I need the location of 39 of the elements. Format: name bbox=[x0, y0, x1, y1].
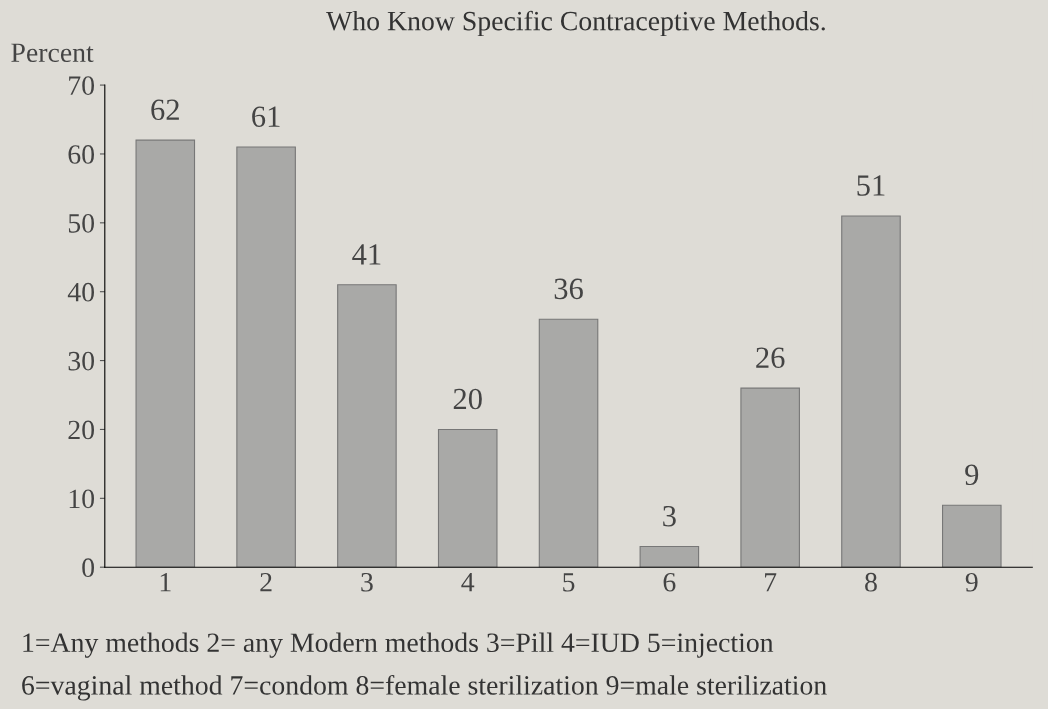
y-tick-label: 60 bbox=[68, 145, 95, 164]
y-tick-label: 70 bbox=[69, 76, 95, 95]
data-label: 61 bbox=[252, 106, 280, 127]
bar bbox=[639, 545, 700, 568]
y-tick-label: 40 bbox=[67, 282, 95, 302]
bar bbox=[135, 139, 196, 568]
data-label: 62 bbox=[151, 99, 179, 121]
bar bbox=[538, 318, 599, 568]
x-tick-label: 4 bbox=[461, 573, 475, 592]
x-tick-label: 2 bbox=[260, 572, 272, 592]
x-tick-label: 9 bbox=[965, 572, 978, 592]
data-label: 41 bbox=[352, 244, 381, 265]
y-tick-label: 20 bbox=[68, 420, 95, 440]
chart-title: Who Know Specific Contraceptive Methods. bbox=[326, 10, 825, 37]
data-label: 3 bbox=[663, 505, 676, 527]
x-tick-label: 3 bbox=[361, 572, 373, 592]
y-tick-label: 10 bbox=[69, 489, 95, 509]
y-tick-label: 30 bbox=[68, 351, 95, 371]
y-axis-title: Percent bbox=[11, 43, 94, 63]
x-tick-label: 6 bbox=[663, 572, 676, 592]
y-tick-label: 0 bbox=[82, 558, 95, 578]
bar bbox=[740, 387, 800, 568]
x-tick-label: 7 bbox=[765, 573, 777, 592]
data-label: 36 bbox=[554, 278, 583, 300]
bar bbox=[841, 215, 901, 568]
x-tick-label: 5 bbox=[563, 573, 575, 592]
bar bbox=[337, 284, 397, 568]
bar bbox=[942, 504, 1002, 568]
data-label: 20 bbox=[453, 388, 482, 410]
bar bbox=[236, 146, 296, 568]
bar bbox=[437, 428, 498, 568]
text: 1=Any methods 2= any Modern methods 3=Pill 4=IUD 5=injection bbox=[23, 632, 774, 658]
data-label: 9 bbox=[965, 464, 979, 486]
text: 6=vaginal method 7=condom 8=female sterilization 9=male sterilization bbox=[22, 674, 827, 701]
x-tick-label: 1 bbox=[160, 573, 171, 592]
data-label: 51 bbox=[857, 175, 885, 196]
data-label: 26 bbox=[756, 347, 785, 369]
x-tick-label: 8 bbox=[865, 572, 877, 592]
y-tick-label: 50 bbox=[68, 213, 95, 233]
